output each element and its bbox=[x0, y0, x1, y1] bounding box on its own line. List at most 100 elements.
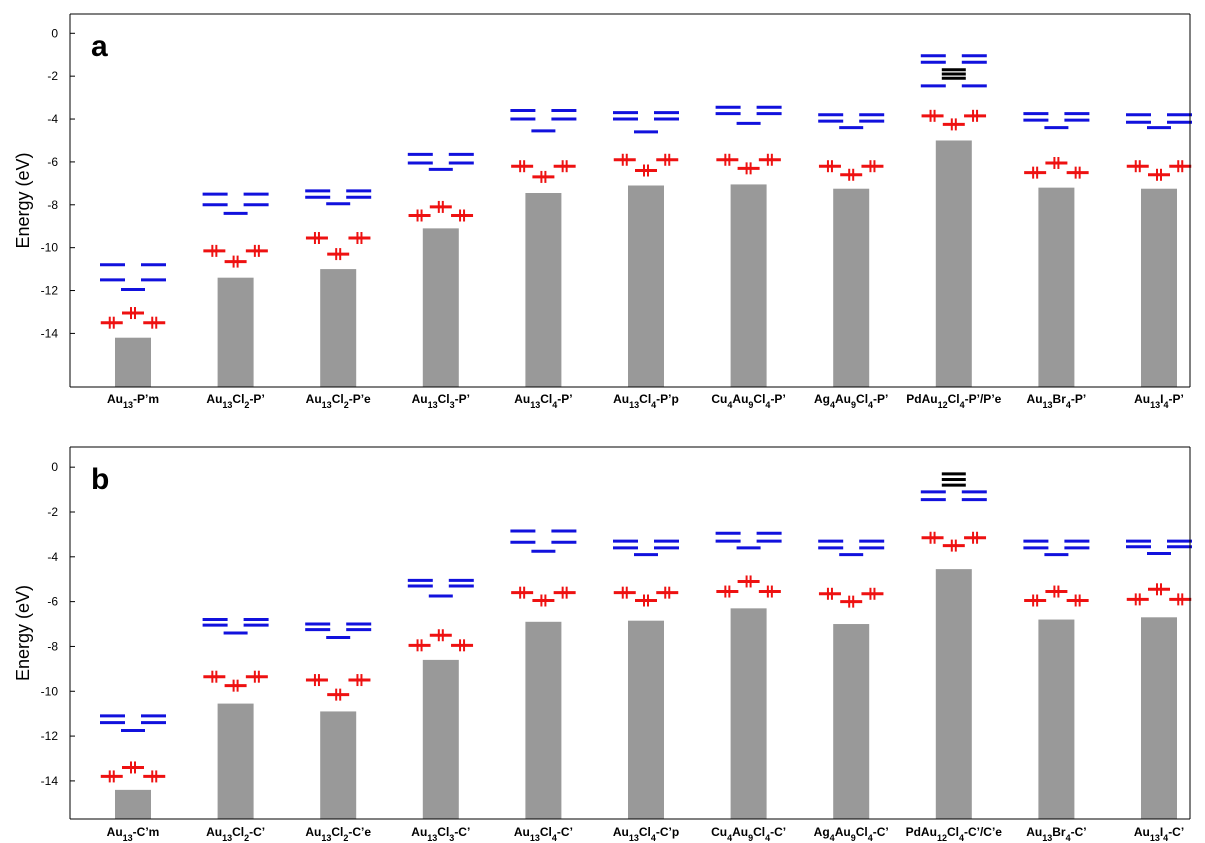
occupied-level bbox=[613, 586, 636, 599]
y-tick-label: -4 bbox=[47, 112, 58, 126]
y-axis-label: Energy (eV) bbox=[13, 152, 33, 248]
occupied-level bbox=[1066, 594, 1089, 607]
occupied-level bbox=[429, 629, 452, 642]
bar bbox=[1038, 187, 1075, 387]
occupied-level bbox=[122, 307, 144, 320]
x-tick-label: Au13I4-C’ bbox=[1134, 825, 1184, 843]
occupied-level bbox=[100, 316, 123, 329]
occupied-level bbox=[1024, 594, 1047, 607]
occupied-level bbox=[840, 168, 863, 181]
occupied-level bbox=[305, 674, 328, 687]
bar bbox=[833, 624, 870, 819]
occupied-level bbox=[532, 594, 555, 607]
bar bbox=[320, 711, 357, 819]
x-tick-label: Au13Cl4-C’ bbox=[514, 825, 573, 843]
occupied-level bbox=[203, 670, 226, 683]
bar bbox=[422, 659, 459, 819]
y-tick-label: -8 bbox=[47, 198, 58, 212]
bar bbox=[1038, 619, 1075, 819]
x-tick-label: Au13Cl4-C’p bbox=[613, 825, 679, 843]
bar bbox=[115, 337, 151, 387]
x-tick-label: Cu4Au9Cl4-C’ bbox=[711, 825, 786, 843]
occupied-level bbox=[737, 575, 760, 588]
y-tick-label: 0 bbox=[51, 26, 58, 40]
x-tick-label: Au13Cl4-P’p bbox=[613, 392, 679, 410]
occupied-level bbox=[1045, 156, 1068, 169]
occupied-level bbox=[553, 586, 576, 599]
bar bbox=[730, 184, 767, 387]
occupied-level bbox=[716, 585, 739, 598]
bar bbox=[628, 620, 664, 819]
occupied-level bbox=[635, 594, 657, 607]
y-tick-label: -10 bbox=[41, 241, 59, 255]
occupied-level bbox=[1126, 160, 1149, 173]
occupied-level bbox=[224, 679, 247, 692]
occupied-level bbox=[143, 316, 166, 329]
occupied-level bbox=[100, 770, 123, 783]
occupied-level bbox=[656, 586, 679, 599]
occupied-level bbox=[429, 200, 452, 213]
occupied-level bbox=[656, 153, 679, 166]
y-tick-label: -12 bbox=[41, 284, 59, 298]
occupied-level bbox=[451, 639, 474, 652]
x-tick-label: Au13I4-P’ bbox=[1134, 392, 1184, 410]
occupied-level bbox=[818, 160, 841, 173]
occupied-level bbox=[451, 209, 474, 222]
y-tick-label: -14 bbox=[41, 774, 59, 788]
occupied-level bbox=[716, 153, 739, 166]
y-axis-label: Energy (eV) bbox=[13, 585, 33, 681]
occupied-level bbox=[921, 109, 944, 122]
occupied-level bbox=[203, 244, 226, 257]
occupied-level bbox=[942, 539, 965, 552]
occupied-level bbox=[921, 531, 944, 544]
bar bbox=[422, 228, 459, 387]
x-tick-label: PdAu12Cl4-C’/C’e bbox=[906, 825, 1003, 843]
occupied-level bbox=[511, 160, 534, 173]
occupied-level bbox=[758, 153, 781, 166]
occupied-level bbox=[224, 255, 247, 268]
y-tick-label: -10 bbox=[41, 684, 59, 698]
occupied-level bbox=[1024, 166, 1047, 179]
occupied-level bbox=[122, 761, 144, 774]
bar bbox=[320, 269, 357, 387]
y-tick-label: -2 bbox=[47, 69, 58, 83]
y-tick-label: -12 bbox=[41, 729, 59, 743]
bar bbox=[217, 277, 254, 387]
x-tick-label: Au13Cl2-P’e bbox=[306, 392, 371, 410]
y-tick-label: -6 bbox=[47, 595, 58, 609]
x-tick-label: Au13Cl2-P’ bbox=[206, 392, 264, 410]
bar bbox=[115, 789, 151, 819]
bar bbox=[1141, 188, 1177, 387]
x-tick-label: Cu4Au9Cl4-P’ bbox=[711, 392, 785, 410]
occupied-level bbox=[1169, 593, 1192, 606]
occupied-level bbox=[143, 770, 166, 783]
occupied-level bbox=[553, 160, 576, 173]
occupied-level bbox=[861, 160, 884, 173]
occupied-level bbox=[1148, 583, 1170, 596]
occupied-level bbox=[408, 209, 431, 222]
occupied-level bbox=[245, 670, 268, 683]
bar bbox=[525, 192, 562, 387]
bar bbox=[525, 621, 562, 819]
y-tick-label: -14 bbox=[41, 326, 59, 340]
chart-panel-a: 0 -2 -4 -6 -8 -10 -12 -14 Energy (eV) a Au13-P’m Au… bbox=[13, 13, 1192, 410]
x-tick-label: Au13Cl2-C’e bbox=[305, 825, 371, 843]
occupied-level bbox=[532, 170, 555, 183]
occupied-level bbox=[1126, 593, 1149, 606]
occupied-level bbox=[327, 688, 350, 701]
x-tick-label: Au13Cl4-P’ bbox=[514, 392, 572, 410]
occupied-level bbox=[1148, 168, 1170, 181]
occupied-level bbox=[1169, 160, 1192, 173]
bar bbox=[217, 703, 254, 819]
x-tick-label: Ag4Au9Cl4-P’ bbox=[814, 392, 888, 410]
bar bbox=[730, 608, 767, 819]
occupied-level bbox=[818, 587, 841, 600]
panel-label: a bbox=[91, 30, 108, 63]
x-tick-label: Au13Cl3-P’ bbox=[412, 392, 470, 410]
x-tick-label: Ag4Au9Cl4-C’ bbox=[814, 825, 889, 843]
x-tick-label: Au13Br4-P’ bbox=[1027, 392, 1087, 410]
occupied-level bbox=[840, 595, 863, 608]
occupied-level bbox=[737, 162, 760, 175]
bar bbox=[1141, 617, 1177, 819]
